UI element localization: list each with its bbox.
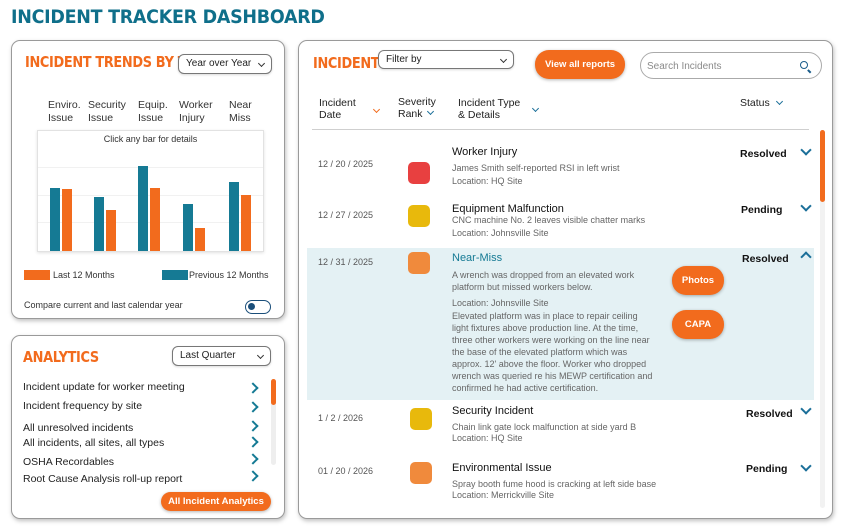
legend-label: Previous 12 Months bbox=[189, 270, 269, 280]
incident-description: Elevated platform was in place to repair… bbox=[452, 311, 653, 393]
bar-previous-2[interactable] bbox=[138, 166, 148, 251]
bar-last-0[interactable] bbox=[62, 189, 72, 251]
incidents-filter-select[interactable]: Filter by bbox=[378, 50, 514, 69]
column-header-status[interactable]: Status bbox=[740, 97, 770, 109]
chevron-down-icon bbox=[256, 351, 265, 360]
severity-indicator bbox=[408, 205, 430, 227]
legend-swatch bbox=[162, 270, 188, 280]
incident-location: Location: Johnsville Site bbox=[452, 298, 549, 308]
incident-date: 12 / 27 / 2025 bbox=[318, 210, 374, 220]
column-header-type[interactable]: Incident Type & Details bbox=[458, 97, 521, 121]
analytics-scrollbar[interactable] bbox=[271, 379, 276, 465]
chart-hint: Click any bar for details bbox=[103, 134, 198, 144]
bar-last-4[interactable] bbox=[241, 195, 251, 251]
incident-type[interactable]: Near-Miss bbox=[452, 252, 503, 264]
page-title: INCIDENT TRACKER DASHBOARD bbox=[11, 6, 325, 28]
incident-status: Resolved bbox=[742, 253, 789, 265]
incident-type[interactable]: Environmental Issue bbox=[452, 462, 552, 474]
incident-detail: platform but missed workers below. bbox=[452, 282, 593, 292]
column-header-date[interactable]: Incident Date bbox=[319, 97, 356, 121]
capa-button[interactable]: CAPA bbox=[672, 310, 724, 339]
analytics-period-select[interactable]: Last Quarter bbox=[172, 346, 271, 366]
bar-previous-0[interactable] bbox=[50, 188, 60, 251]
view-all-reports-button[interactable]: View all reports bbox=[535, 50, 625, 79]
row-highlight bbox=[307, 248, 814, 400]
category-label[interactable]: Security Issue bbox=[88, 99, 126, 124]
analytics-title: ANALYTICS bbox=[23, 348, 99, 366]
incidents-scrollbar[interactable] bbox=[820, 130, 825, 508]
legend-label: Last 12 Months bbox=[53, 270, 115, 280]
gridline bbox=[38, 167, 263, 168]
search-input[interactable] bbox=[647, 58, 787, 74]
severity-indicator bbox=[408, 162, 430, 184]
bar-previous-1[interactable] bbox=[94, 197, 104, 251]
incident-location: Location: Merrickville Site bbox=[452, 490, 555, 500]
filter-value: Filter by bbox=[386, 54, 422, 65]
incident-date: 1 / 2 / 2026 bbox=[318, 413, 364, 423]
bar-last-2[interactable] bbox=[150, 188, 160, 251]
severity-indicator bbox=[410, 462, 432, 484]
analytics-item[interactable]: All incidents, all sites, all types bbox=[23, 437, 165, 449]
incident-detail: A wrench was dropped from an elevated wo… bbox=[452, 270, 635, 280]
incident-date: 12 / 31 / 2025 bbox=[318, 257, 374, 267]
incident-location: Location: Johnsville Site bbox=[452, 228, 549, 238]
trends-period-select[interactable]: Year over Year bbox=[178, 54, 272, 74]
category-label[interactable]: Enviro. Issue bbox=[48, 99, 81, 124]
incident-detail: Spray booth fume hood is cracking at lef… bbox=[452, 479, 657, 489]
incident-detail: Chain link gate lock malfunction at side… bbox=[452, 422, 637, 432]
bar-previous-4[interactable] bbox=[229, 182, 239, 251]
column-header-severity[interactable]: Severity Rank bbox=[398, 96, 436, 120]
category-label[interactable]: Near Miss bbox=[229, 99, 252, 124]
analytics-item[interactable]: Incident frequency by site bbox=[23, 400, 143, 412]
search-icon[interactable] bbox=[800, 61, 808, 69]
incident-status: Resolved bbox=[740, 148, 787, 160]
header-divider bbox=[312, 129, 809, 130]
category-label[interactable]: Equip. Issue bbox=[138, 99, 168, 124]
trends-bar-chart: Click any bar for details bbox=[37, 130, 264, 252]
analytics-item[interactable]: Incident update for worker meeting bbox=[23, 381, 185, 393]
incident-date: 01 / 20 / 2026 bbox=[318, 466, 374, 476]
incidents-title: INCIDENTS bbox=[313, 54, 389, 72]
trends-period-value: Year over Year bbox=[186, 58, 252, 69]
severity-indicator bbox=[410, 408, 432, 430]
incident-detail: James Smith self-reported RSI in left wr… bbox=[452, 163, 620, 173]
incident-type[interactable]: Security Incident bbox=[452, 405, 534, 417]
chevron-down-icon bbox=[499, 55, 508, 64]
analytics-item[interactable]: Root Cause Analysis roll-up report bbox=[23, 473, 183, 485]
scrollbar-thumb[interactable] bbox=[820, 130, 825, 202]
bar-last-3[interactable] bbox=[195, 228, 205, 251]
incident-status: Pending bbox=[746, 463, 788, 475]
chevron-down-icon bbox=[257, 59, 266, 68]
analytics-period-value: Last Quarter bbox=[180, 350, 236, 361]
toggle-knob bbox=[248, 303, 255, 310]
incident-status: Pending bbox=[741, 204, 783, 216]
trends-title: INCIDENT TRENDS BY TYPE bbox=[25, 53, 213, 71]
scrollbar-thumb[interactable] bbox=[271, 379, 276, 405]
incident-detail: CNC machine No. 2 leaves visible chatter… bbox=[452, 215, 646, 225]
bar-previous-3[interactable] bbox=[183, 204, 193, 251]
analytics-item[interactable]: All unresolved incidents bbox=[23, 422, 134, 434]
severity-indicator bbox=[408, 252, 430, 274]
category-label[interactable]: Worker Injury bbox=[179, 99, 213, 124]
compare-toggle[interactable] bbox=[245, 300, 271, 314]
analytics-item[interactable]: OSHA Recordables bbox=[23, 456, 115, 468]
legend-swatch bbox=[24, 270, 50, 280]
photos-button[interactable]: Photos bbox=[672, 266, 724, 295]
search-box[interactable] bbox=[640, 52, 822, 79]
incident-location: Location: HQ Site bbox=[452, 176, 523, 186]
incident-type[interactable]: Equipment Malfunction bbox=[452, 203, 564, 215]
bar-last-1[interactable] bbox=[106, 210, 116, 251]
compare-label: Compare current and last calendar year bbox=[24, 300, 183, 310]
all-analytics-button[interactable]: All Incident Analytics bbox=[161, 492, 271, 511]
incident-type[interactable]: Worker Injury bbox=[452, 146, 518, 158]
incident-status: Resolved bbox=[746, 408, 793, 420]
incident-location: Location: HQ Site bbox=[452, 433, 523, 443]
incident-date: 12 / 20 / 2025 bbox=[318, 159, 374, 169]
